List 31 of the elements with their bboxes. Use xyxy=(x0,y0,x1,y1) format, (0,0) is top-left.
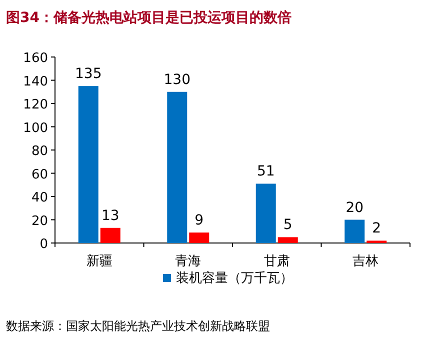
y-tick-label: 60 xyxy=(31,167,48,182)
y-tick-label: 160 xyxy=(23,51,48,66)
y-tick-label: 0 xyxy=(40,237,48,252)
data-label: 9 xyxy=(194,212,204,229)
y-tick-label: 40 xyxy=(31,190,48,206)
data-label: 13 xyxy=(101,208,120,224)
bar xyxy=(78,86,98,243)
legend-label: 装机容量（万千瓦） xyxy=(176,270,293,286)
bar xyxy=(189,232,210,243)
bar xyxy=(256,184,276,243)
data-label: 51 xyxy=(256,164,275,180)
y-tick-label: 120 xyxy=(23,98,48,112)
data-label: 130 xyxy=(164,72,190,88)
chart-title: 图34：储备光热电站项目是已投运项目的数倍 xyxy=(6,9,292,26)
bar xyxy=(344,220,365,243)
data-label: 20 xyxy=(346,200,364,216)
bar xyxy=(167,92,188,243)
data-label: 5 xyxy=(283,217,292,234)
y-tick-label: 140 xyxy=(23,74,48,90)
data-label: 135 xyxy=(75,66,102,82)
x-tick-label: 吉林 xyxy=(352,254,379,269)
x-tick-label: 甘肃 xyxy=(264,254,290,269)
data-label: 2 xyxy=(372,220,382,237)
y-tick-label: 20 xyxy=(31,214,48,229)
bar xyxy=(278,237,298,243)
source-note: 数据来源：国家太阳能光热产业技术创新战略联盟 xyxy=(6,319,270,333)
x-tick-label: 青海 xyxy=(175,254,202,269)
bar xyxy=(100,228,120,243)
y-tick-label: 80 xyxy=(31,144,48,159)
y-tick-label: 100 xyxy=(23,120,48,136)
x-tick-label: 新疆 xyxy=(86,254,112,269)
